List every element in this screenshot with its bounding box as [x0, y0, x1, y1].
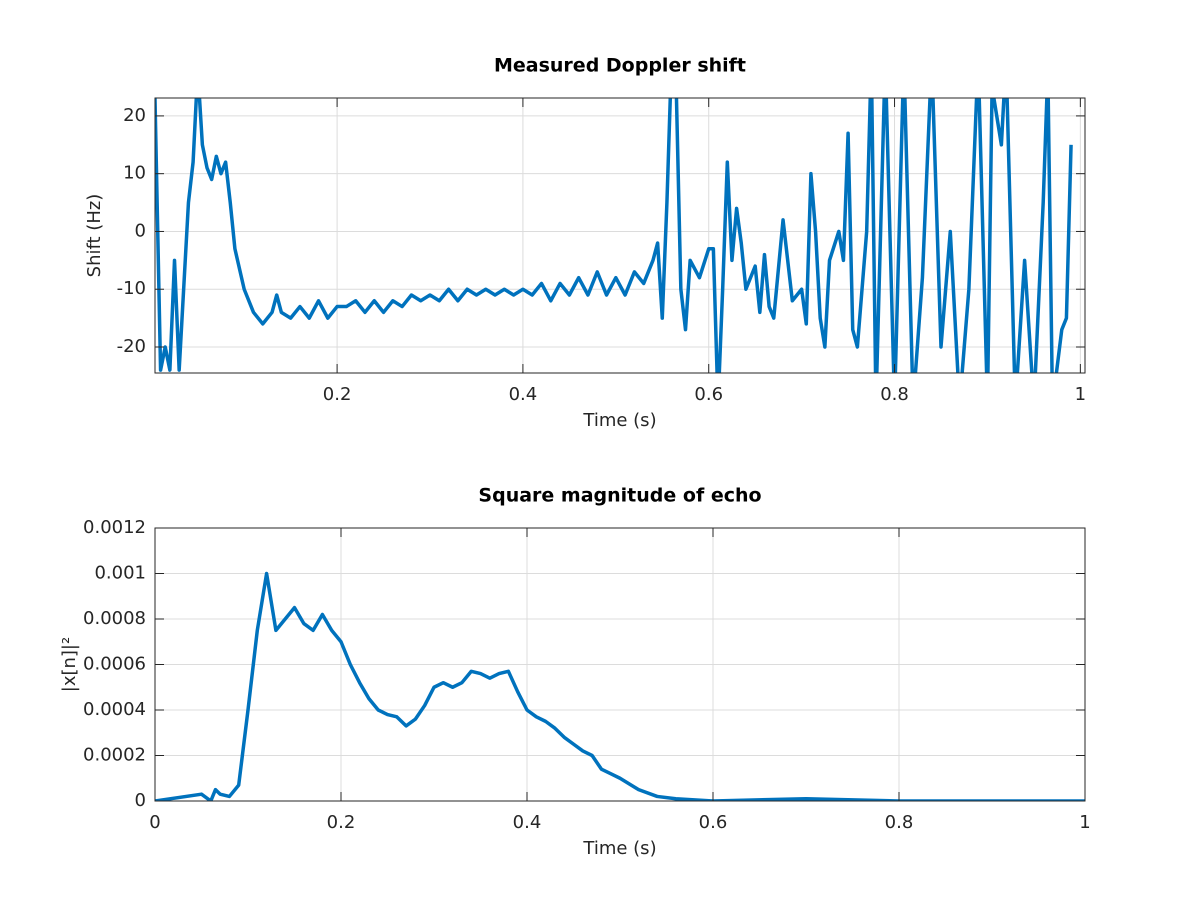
y-tick-label: 0.0002 — [83, 745, 146, 766]
y-tick-label: -20 — [117, 336, 146, 357]
x-tick-label: 0.4 — [513, 812, 542, 833]
x-tick-label: 0.8 — [880, 384, 909, 405]
axes-frame — [154, 97, 1086, 374]
x-tick-label: 0.4 — [509, 384, 538, 405]
x-tick-label: 1 — [1079, 812, 1090, 833]
data-line — [155, 98, 1073, 373]
x-tick-label: 1 — [1075, 384, 1086, 405]
y-tick-label: 20 — [123, 105, 146, 126]
y-axis-label: Shift (Hz) — [84, 194, 105, 278]
x-tick-label: 0.8 — [885, 812, 914, 833]
x-tick-label: 0.6 — [694, 384, 723, 405]
y-tick-label: 0.001 — [94, 563, 146, 584]
subplot: 0 0.2 0.4 0.6 0.8 1 0 0.0002 0.0004 0.0006 0.0008 0… — [59, 485, 1091, 860]
plot-area — [155, 98, 1085, 373]
y-tick-label: 0 — [135, 790, 146, 811]
subplot: 0.2 0.4 0.6 0.8 1 -20 -10 0 10 20 Measured Doppler… — [84, 55, 1086, 432]
y-tick-label: 10 — [123, 163, 146, 184]
data-line — [155, 571, 1085, 801]
x-axis-label: Time (s) — [582, 410, 656, 431]
y-tick-label: 0.0004 — [83, 699, 146, 720]
y-tick-label: 0.0008 — [83, 608, 146, 629]
y-tick-label: 0 — [135, 220, 146, 241]
x-tick-label: 0.2 — [327, 812, 356, 833]
chart-title: Square magnitude of echo — [478, 485, 761, 507]
y-tick-label: -10 — [117, 278, 146, 299]
x-tick-label: 0 — [149, 812, 160, 833]
y-axis-label: |x[n]|² — [59, 637, 80, 692]
chart-title: Measured Doppler shift — [494, 55, 746, 77]
axes-frame — [154, 527, 1086, 802]
y-tick-label: 0.0006 — [83, 654, 146, 675]
x-tick-label: 0.6 — [699, 812, 728, 833]
x-tick-label: 0.2 — [323, 384, 352, 405]
y-tick-label: 0.0012 — [83, 517, 146, 538]
x-axis-label: Time (s) — [582, 838, 656, 859]
